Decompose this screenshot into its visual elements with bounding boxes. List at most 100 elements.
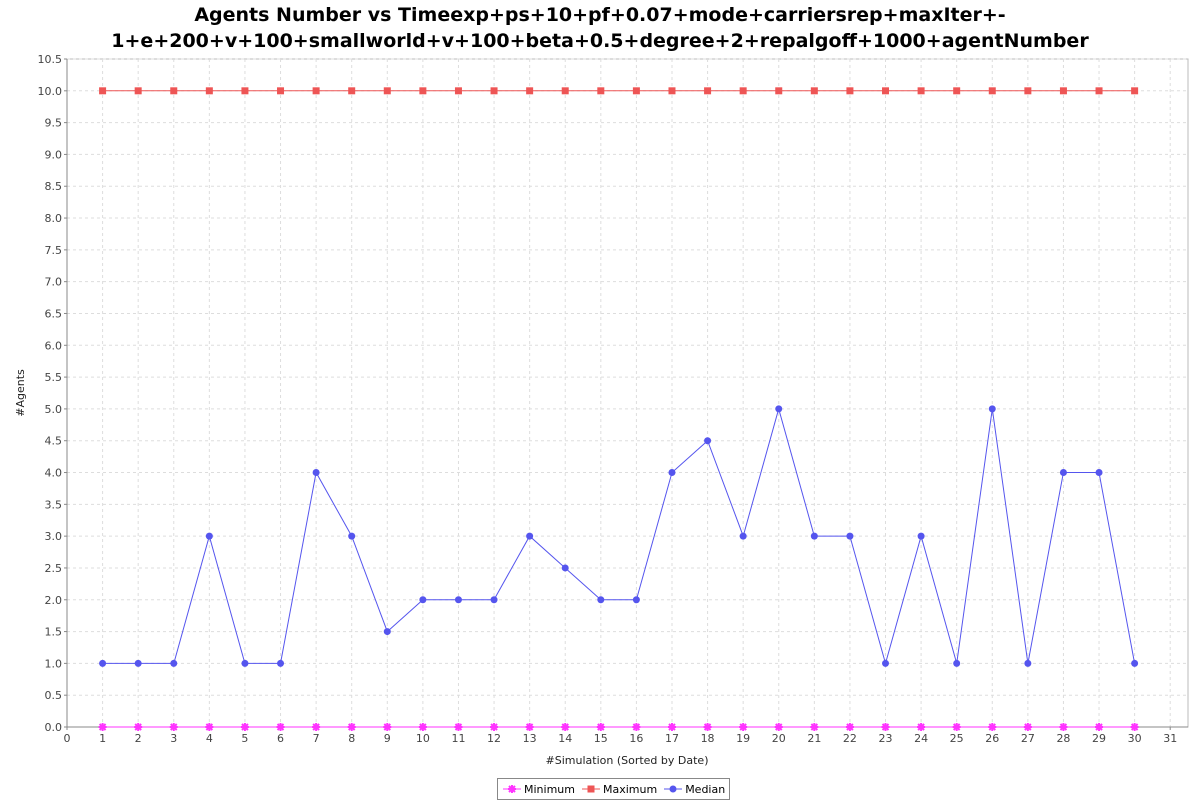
data-point-minimum (276, 723, 285, 731)
chart-title-line-1: Agents Number vs Timeexp+ps+10+pf+0.07+m… (194, 4, 1006, 26)
x-tick-label: 22 (843, 732, 857, 745)
data-point-minimum (525, 723, 534, 731)
y-axis-label: #Agents (14, 369, 27, 417)
data-point-median (1131, 659, 1139, 667)
data-point-median (205, 532, 213, 540)
legend-marker-median (669, 785, 677, 793)
data-point-minimum (1023, 723, 1032, 731)
x-tick-label: 25 (950, 732, 964, 745)
y-tick-label: 5.5 (45, 371, 63, 384)
data-point-minimum (169, 723, 178, 731)
x-tick-label: 29 (1092, 732, 1106, 745)
data-point-median (1059, 469, 1067, 477)
data-point-minimum (667, 723, 676, 731)
data-point-maximum (1059, 87, 1067, 95)
legend-swatch-median (664, 785, 683, 793)
legend-item-median: Median (663, 783, 725, 796)
data-point-median (1024, 659, 1032, 667)
x-tick-label: 15 (594, 732, 608, 745)
x-tick-label: 1 (99, 732, 106, 745)
data-point-maximum (383, 87, 391, 95)
data-point-minimum (881, 723, 890, 731)
x-tick-label: 23 (879, 732, 893, 745)
x-tick-label: 10 (416, 732, 430, 745)
data-point-median (1095, 469, 1103, 477)
data-point-median (846, 532, 854, 540)
x-tick-label: 19 (736, 732, 750, 745)
x-tick-label: 11 (451, 732, 465, 745)
data-point-maximum (775, 87, 783, 95)
y-tick-label: 10.5 (38, 53, 63, 66)
legend-label-median: Median (685, 782, 726, 796)
data-point-median (953, 659, 961, 667)
x-tick-label: 27 (1021, 732, 1035, 745)
data-point-minimum (596, 723, 605, 731)
data-point-minimum (917, 723, 926, 731)
x-tick-label: 31 (1163, 732, 1177, 745)
y-tick-label: 1.5 (45, 626, 63, 639)
data-point-median (312, 469, 320, 477)
data-point-maximum (561, 87, 569, 95)
data-point-minimum (134, 723, 143, 731)
data-point-median (526, 532, 534, 540)
x-tick-label: 12 (487, 732, 501, 745)
data-point-maximum (1024, 87, 1032, 95)
data-point-median (99, 659, 107, 667)
data-point-maximum (988, 87, 996, 95)
data-point-minimum (1130, 723, 1139, 731)
chart-title: Agents Number vs Timeexp+ps+10+pf+0.07+m… (0, 2, 1200, 54)
data-point-minimum (490, 723, 499, 731)
data-point-maximum (490, 87, 498, 95)
y-tick-label: 8.0 (45, 212, 63, 225)
data-point-maximum (277, 87, 285, 95)
x-tick-label: 20 (772, 732, 786, 745)
y-tick-label: 10.0 (38, 85, 63, 98)
y-tick-label: 1.0 (45, 657, 63, 670)
data-point-maximum (1131, 87, 1139, 95)
data-point-maximum (419, 87, 427, 95)
data-point-maximum (704, 87, 712, 95)
x-tick-label: 13 (523, 732, 537, 745)
x-tick-label: 7 (313, 732, 320, 745)
data-point-maximum (526, 87, 534, 95)
y-tick-label: 2.5 (45, 562, 63, 575)
x-tick-label: 30 (1128, 732, 1142, 745)
data-point-median (490, 596, 498, 604)
data-point-maximum (846, 87, 854, 95)
data-point-minimum (418, 723, 427, 731)
y-tick-label: 7.0 (45, 276, 63, 289)
data-point-median (882, 659, 890, 667)
x-tick-label: 24 (914, 732, 928, 745)
y-tick-label: 3.0 (45, 530, 63, 543)
data-point-minimum (561, 723, 570, 731)
y-tick-label: 0.0 (45, 721, 63, 734)
x-tick-label: 6 (277, 732, 284, 745)
series-line-median (102, 407, 1136, 666)
data-point-maximum (241, 87, 249, 95)
data-point-median (775, 405, 783, 413)
legend-marker-minimum (508, 785, 516, 793)
data-point-median (277, 659, 285, 667)
data-point-minimum (98, 723, 107, 731)
x-axis-label: #Simulation (Sorted by Date) (546, 754, 709, 767)
data-point-minimum (774, 723, 783, 731)
data-point-maximum (99, 87, 107, 95)
data-point-maximum (1095, 87, 1103, 95)
data-point-minimum (845, 723, 854, 731)
data-point-maximum (810, 87, 818, 95)
y-tick-label: 5.0 (45, 403, 63, 416)
data-point-minimum (1095, 723, 1104, 731)
x-tick-label: 0 (64, 732, 71, 745)
x-tick-label: 26 (985, 732, 999, 745)
series-minimum (98, 723, 1139, 731)
y-tick-label: 4.5 (45, 435, 63, 448)
data-point-maximum (882, 87, 890, 95)
data-point-maximum (312, 87, 320, 95)
x-tick-label: 3 (170, 732, 177, 745)
data-point-maximum (668, 87, 676, 95)
data-point-maximum (632, 87, 640, 95)
x-tick-label: 5 (241, 732, 248, 745)
data-point-median (810, 532, 818, 540)
data-point-minimum (739, 723, 748, 731)
